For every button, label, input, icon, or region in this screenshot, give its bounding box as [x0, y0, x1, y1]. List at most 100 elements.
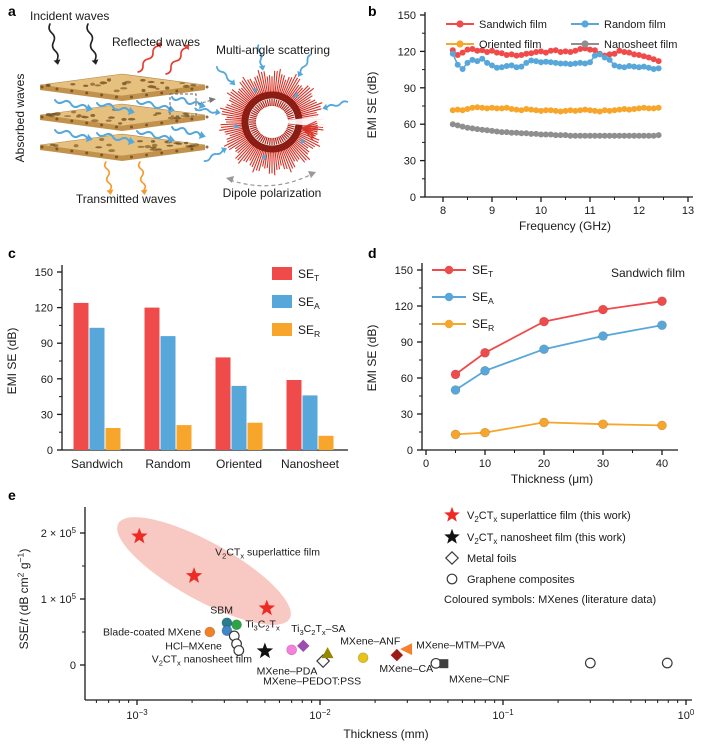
svg-text:100: 100: [678, 708, 695, 722]
svg-text:30: 30: [41, 409, 53, 421]
scatter-point-triangle-up: [321, 647, 334, 659]
bar-series-2: [105, 422, 334, 450]
annotation-label: MXene–PEDOT:PSS: [263, 675, 361, 687]
legend: Sandwich film Random film Oriented film Nan…: [446, 19, 677, 51]
svg-text:2 × 105: 2 × 105: [41, 526, 77, 540]
scatter-point-circle: [286, 644, 297, 656]
svg-text:1 × 105: 1 × 105: [41, 592, 77, 606]
svg-text:90: 90: [41, 338, 53, 350]
annotation-label: MXene–ANF: [340, 636, 400, 648]
svg-text:SET: SET: [298, 267, 320, 283]
scatter-point-circle: [204, 626, 216, 638]
annotation-label: V2CTx nanosheet film: [152, 654, 252, 668]
panel-e-sse-scatter-chart: 0 1 × 105 2 × 105 10−3 10−2 10−1 100 Thickness …: [15, 506, 695, 741]
svg-text:SEA: SEA: [472, 290, 494, 306]
svg-text:0: 0: [47, 445, 53, 457]
scroll-cross-section: [194, 44, 349, 176]
svg-text:40: 40: [656, 458, 668, 470]
x-axis-label: Frequency (GHz): [519, 219, 611, 233]
slab-layer: [39, 133, 209, 161]
wave-arrows: [48, 23, 206, 195]
scatter-point-open-circle: [584, 657, 596, 669]
x-axis-label: Thickness (μm): [511, 472, 593, 486]
svg-text:Graphene composites: Graphene composites: [467, 574, 575, 586]
panel-label-d: d: [368, 245, 377, 261]
scatter-point-star: [258, 599, 275, 616]
panel-a-schematic: Incident waves Reflected waves Multi-ang…: [13, 9, 349, 206]
series-se-t-: [450, 296, 667, 380]
svg-text:0: 0: [423, 458, 429, 470]
svg-text:9: 9: [489, 205, 495, 217]
svg-text:10: 10: [535, 205, 547, 217]
x-axis-label: Thickness (mm): [343, 727, 428, 741]
svg-text:V2CTx superlattice film (this: V2CTx superlattice film (this work): [467, 510, 631, 524]
schematic-art: [39, 23, 349, 195]
svg-text:12: 12: [633, 205, 645, 217]
annotation-label: Blade-coated MXene: [103, 627, 201, 639]
svg-text:0: 0: [410, 192, 416, 204]
point-labels: V2CTx superlattice film SBM Blade-coated M…: [103, 547, 510, 688]
svg-text:90: 90: [401, 337, 413, 349]
y-axis-label: EMI SE (dB): [5, 328, 19, 395]
svg-text:150: 150: [398, 10, 416, 22]
svg-text:20: 20: [538, 458, 550, 470]
svg-text:Nanosheet film: Nanosheet film: [604, 39, 677, 51]
scatter-point-square: [439, 659, 449, 669]
y-axis-label: SSE/t (dB cm2 g−1): [15, 549, 31, 650]
annotation-label: MXene–PDA: [257, 665, 318, 677]
svg-text:10−1: 10−1: [492, 708, 514, 722]
svg-text:V2CTx nanosheet film (this wor: V2CTx nanosheet film (this work): [467, 532, 626, 546]
svg-text:SEA: SEA: [298, 295, 320, 311]
svg-text:Oriented film: Oriented film: [479, 39, 541, 51]
panel-b-emi-vs-frequency-chart: 0 30 60 90 120 150 8 9 10 11 12 13 Frequency (GHz) EM…: [365, 10, 694, 233]
svg-text:11: 11: [584, 205, 595, 217]
annotation-label: Ti3C2Tx: [245, 619, 280, 633]
panel-label-a: a: [8, 3, 16, 19]
scatter-point-open-circle: [661, 657, 673, 669]
panel-c-emi-bar-chart: 0 30 60 90 120 150 EMI SE (dB) Sandwich Random Or…: [5, 265, 348, 471]
series-oriented-film: [449, 104, 662, 115]
incident-waves-label: Incident waves: [30, 9, 109, 23]
series-nanosheet-film: [449, 121, 662, 139]
series-se-a-: [450, 320, 667, 395]
svg-text:10−2: 10−2: [309, 708, 330, 722]
slab-layer: [39, 103, 209, 131]
category-label: Random: [145, 457, 190, 471]
panel-label-e: e: [8, 487, 16, 503]
legend: SET SEA SER: [432, 263, 494, 333]
bar-series-1: [89, 327, 318, 450]
svg-text:120: 120: [395, 301, 413, 313]
svg-text:30: 30: [597, 458, 609, 470]
annotation-label: HCl–MXene: [165, 640, 222, 652]
category-label: Sandwich: [71, 457, 123, 471]
legend: SET SEA SER: [272, 267, 320, 339]
scatter-point-circle: [221, 625, 233, 636]
reflected-waves-label: Reflected waves: [112, 35, 200, 49]
annotation-label: MXene–CA: [379, 663, 433, 675]
svg-text:0: 0: [70, 660, 76, 672]
category-label: Oriented: [216, 457, 262, 471]
svg-text:SET: SET: [472, 263, 494, 279]
svg-text:150: 150: [35, 267, 53, 279]
scatter-point-star: [185, 567, 203, 583]
scatter-point-star: [256, 642, 274, 659]
multi-angle-scattering-label: Multi-angle scattering: [216, 43, 330, 57]
svg-text:0: 0: [407, 445, 413, 457]
legend: V2CTx superlattice film (this work) V2CTx…: [444, 506, 656, 606]
scatter-points: [131, 527, 673, 669]
svg-text:Sandwich film: Sandwich film: [479, 19, 547, 31]
svg-text:30: 30: [401, 409, 413, 421]
scatter-point-open-circle: [233, 645, 245, 656]
absorbed-waves-label: Absorbed waves: [13, 74, 27, 163]
svg-text:10−3: 10−3: [126, 708, 148, 722]
category-label: Nanosheet: [281, 457, 340, 471]
svg-text:90: 90: [404, 83, 416, 95]
svg-text:Random film: Random film: [604, 19, 666, 31]
scatter-point-circle: [357, 652, 369, 664]
scatter-point-diamond: [297, 639, 310, 653]
series-random-film: [449, 50, 662, 72]
svg-text:10: 10: [479, 458, 491, 470]
svg-text:Coloured symbols: MXenes (lite: Coloured symbols: MXenes (literature dat…: [444, 594, 656, 606]
svg-text:13: 13: [682, 205, 694, 217]
scatter-point-circle: [231, 619, 242, 631]
